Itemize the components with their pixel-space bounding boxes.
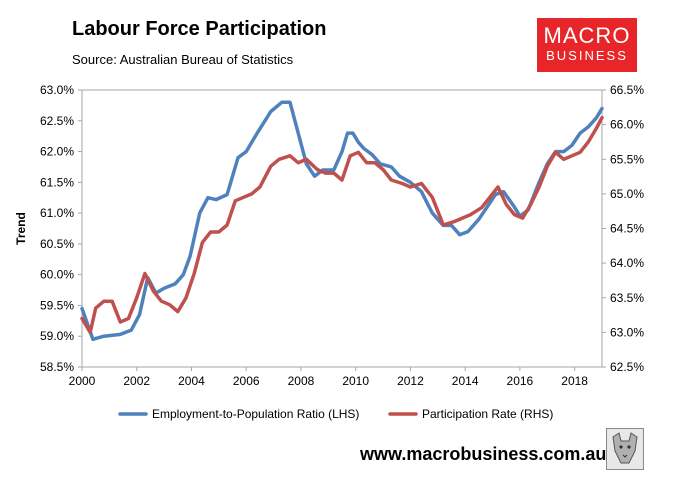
right-tick-label: 63.5% — [610, 291, 644, 305]
left-tick-label: 63.0% — [40, 83, 74, 97]
x-tick-label: 2002 — [123, 374, 150, 388]
right-tick-label: 65.5% — [610, 152, 644, 166]
series-line-1 — [80, 100, 604, 342]
right-tick-label: 66.5% — [610, 83, 644, 97]
wolf-logo-icon — [606, 428, 644, 470]
left-tick-label: 62.0% — [40, 145, 74, 159]
right-tick-label: 66.0% — [610, 118, 644, 132]
left-tick-label: 58.5% — [40, 360, 74, 374]
left-tick-label: 59.0% — [40, 329, 74, 343]
x-tick-label: 2000 — [69, 374, 96, 388]
legend-label-1: Employment-to-Population Ratio (LHS) — [152, 407, 359, 421]
legend: Employment-to-Population Ratio (LHS) Part… — [118, 407, 553, 421]
x-tick-label: 2008 — [288, 374, 315, 388]
right-tick-label: 65.0% — [610, 187, 644, 201]
left-tick-label: 61.5% — [40, 175, 74, 189]
x-tick-label: 2012 — [397, 374, 424, 388]
logo-line-business: BUSINESS — [546, 48, 628, 63]
logo-line-macro: MACRO — [543, 23, 631, 48]
left-tick-label: 60.5% — [40, 237, 74, 251]
left-axis-ticks: 58.5% 59.0% 59.5% 60.0% 60.5% 61.0% 61.5% 62.0%… — [40, 83, 82, 374]
x-tick-label: 2018 — [561, 374, 588, 388]
right-tick-label: 63.0% — [610, 325, 644, 339]
x-tick-label: 2006 — [233, 374, 260, 388]
right-tick-label: 64.5% — [610, 222, 644, 236]
right-tick-label: 62.5% — [610, 360, 644, 374]
series-line-2 — [80, 115, 604, 335]
x-tick-label: 2016 — [507, 374, 534, 388]
left-tick-label: 59.5% — [40, 298, 74, 312]
series-lines — [80, 100, 604, 342]
left-tick-label: 62.5% — [40, 114, 74, 128]
left-tick-label: 60.0% — [40, 268, 74, 282]
plot-area — [81, 89, 603, 368]
chart-source: Source: Australian Bureau of Statistics — [72, 52, 294, 67]
macrobusiness-logo: MACRO BUSINESS — [537, 18, 637, 72]
chart-title: Labour Force Participation — [72, 18, 327, 40]
right-axis-ticks: 62.5% 63.0% 63.5% 64.0% 64.5% 65.0% 65.5% 66.0%… — [602, 83, 644, 374]
y-axis-title: Trend — [14, 212, 28, 245]
x-tick-label: 2014 — [452, 374, 479, 388]
right-tick-label: 64.0% — [610, 256, 644, 270]
x-axis-ticks: 2000 2002 2004 2006 2008 2010 2012 2014 2016 2018 — [69, 367, 588, 388]
x-tick-label: 2004 — [178, 374, 205, 388]
legend-label-2: Participation Rate (RHS) — [422, 407, 553, 421]
left-tick-label: 61.0% — [40, 206, 74, 220]
x-tick-label: 2010 — [342, 374, 369, 388]
website-url: www.macrobusiness.com.au — [360, 444, 607, 464]
